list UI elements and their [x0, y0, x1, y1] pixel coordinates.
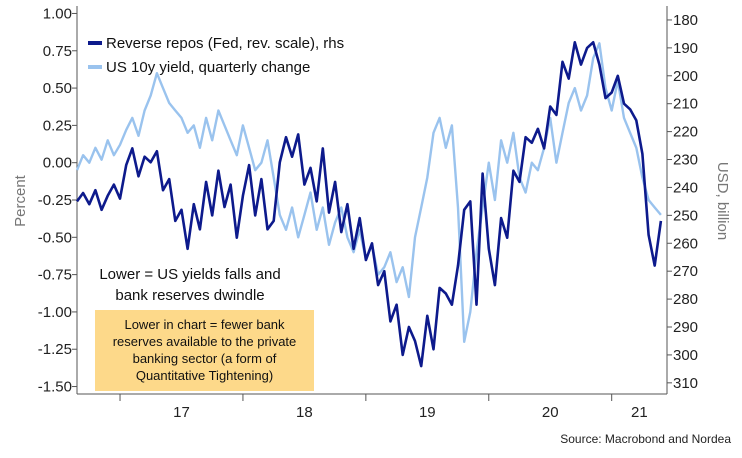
right-tick-label: 180 [673, 12, 698, 29]
right-tick-label: 300 [673, 347, 698, 364]
right-tick-label: 230 [673, 152, 698, 169]
legend-label-reverse-repos: Reverse repos (Fed, rev. scale), rhs [106, 35, 344, 52]
left-tick-label: 1.00 [43, 5, 72, 22]
right-tick-label: 200 [673, 68, 698, 85]
callout-line-3: banking sector (a form of [133, 351, 277, 366]
callout-box [95, 310, 314, 391]
left-tick-label: -0.50 [38, 229, 72, 246]
left-tick-label: 0.25 [43, 117, 72, 134]
source-note: Source: Macrobond and Nordea [560, 432, 731, 446]
left-tick-label: 0.00 [43, 155, 72, 172]
left-tick-label: -1.25 [38, 341, 72, 358]
series-line-reverse-repos [75, 41, 663, 368]
right-axis-title: USD, billion [714, 162, 731, 240]
right-tick-label: 190 [673, 40, 698, 57]
left-tick-label: 0.50 [43, 80, 72, 97]
right-tick-label: 240 [673, 179, 698, 196]
annotation-line-1: Lower = US yields falls and [99, 266, 280, 283]
right-tick-label: 260 [673, 235, 698, 252]
right-tick-label: 250 [673, 207, 698, 224]
x-tick-label: 18 [296, 404, 313, 421]
x-tick-label: 20 [542, 404, 559, 421]
x-tick-label: 19 [419, 404, 436, 421]
callout-line-2: reserves available to the private [113, 334, 297, 349]
series-layer [75, 41, 663, 368]
callout-line-4: Quantitative Tightening) [136, 368, 273, 383]
right-tick-label: 290 [673, 319, 698, 336]
right-tick-label: 310 [673, 375, 698, 392]
annotation-line-2: bank reserves dwindle [115, 287, 264, 304]
x-tick-label: 21 [631, 404, 648, 421]
left-tick-label: 0.75 [43, 43, 72, 60]
left-tick-label: -1.00 [38, 304, 72, 321]
right-tick-label: 210 [673, 96, 698, 113]
left-axis-title: Percent [12, 174, 29, 227]
x-tick-label: 17 [173, 404, 190, 421]
right-tick-label: 270 [673, 263, 698, 280]
left-tick-label: -1.50 [38, 379, 72, 396]
legend: Reverse repos (Fed, rev. scale), rhs US … [88, 35, 344, 76]
axes: 1.00 0.75 0.50 0.25 0.00 -0.25 -0.50 -0.75 -1.00… [38, 5, 698, 421]
left-tick-label: -0.25 [38, 192, 72, 209]
legend-label-us-10y-yield: US 10y yield, quarterly change [106, 59, 310, 76]
left-tick-label: -0.75 [38, 267, 72, 284]
right-tick-label: 220 [673, 124, 698, 141]
right-tick-label: 280 [673, 291, 698, 308]
callout-line-1: Lower in chart = fewer bank [124, 317, 285, 332]
